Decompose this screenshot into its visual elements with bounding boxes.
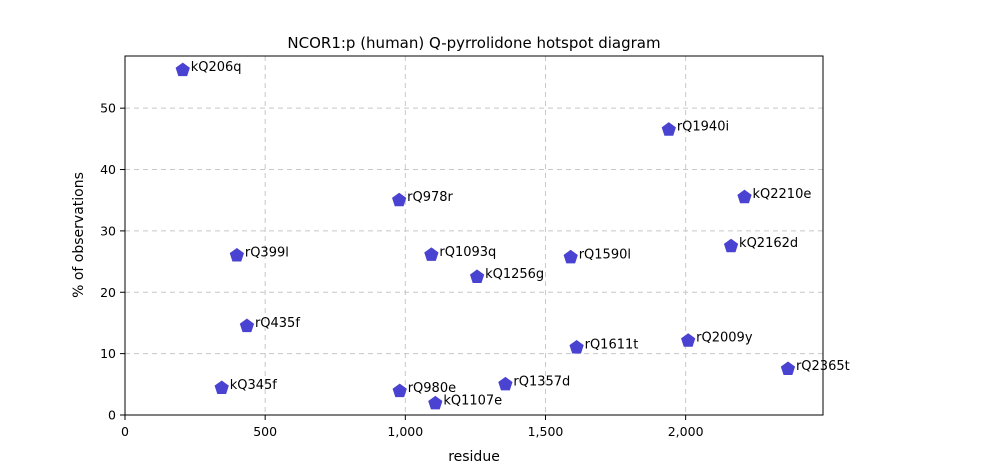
data-point [175, 62, 190, 77]
ticks-layer: 0 500 1,000 1,500 2,000 0 10 20 30 40 50 [100, 101, 703, 439]
data-point [569, 340, 584, 354]
x-tick-label: 2,000 [668, 424, 704, 439]
point-label: rQ435f [255, 316, 300, 331]
data-point [737, 189, 752, 204]
y-tick-label: 0 [108, 408, 116, 423]
x-tick-label: 0 [121, 424, 129, 439]
x-tick-label: 1,500 [528, 424, 564, 439]
x-tick-label: 500 [253, 424, 277, 439]
data-point [214, 380, 229, 395]
y-tick-label: 10 [100, 346, 116, 361]
point-label: kQ206q [191, 60, 242, 75]
point-label: rQ1940i [677, 120, 729, 135]
point-label: kQ2162d [739, 236, 798, 251]
x-tick-label: 1,000 [387, 424, 423, 439]
y-axis-label: % of observations [71, 172, 87, 298]
data-point [469, 269, 485, 283]
data-point [428, 395, 443, 410]
chart-title: NCOR1:p (human) Q-pyrrolidone hotspot di… [287, 34, 660, 52]
points-layer [175, 62, 796, 410]
point-label: kQ1256g [485, 267, 544, 282]
y-tick-label: 50 [100, 101, 116, 116]
data-point [563, 249, 578, 264]
point-label: rQ1611t [585, 337, 639, 352]
grid-layer [125, 56, 823, 415]
point-label: kQ2210e [753, 187, 812, 202]
plot-frame [124, 55, 824, 416]
data-point [229, 247, 244, 262]
point-label: rQ399l [245, 245, 289, 260]
x-axis-label: residue [448, 449, 500, 465]
point-label: rQ2009y [696, 331, 753, 346]
y-tick-label: 40 [100, 162, 116, 177]
point-labels-layer: kQ206q rQ1940i kQ2210e rQ978r kQ2162d rQ1093q… [191, 60, 850, 408]
point-label: kQ1107e [443, 393, 502, 408]
data-point [498, 376, 513, 391]
data-point [392, 383, 407, 398]
point-label: rQ1093q [439, 245, 496, 260]
data-point [661, 122, 676, 136]
point-label: rQ1357d [513, 374, 570, 389]
point-label: rQ1590l [579, 247, 631, 262]
data-point [780, 361, 796, 376]
point-label: kQ345f [230, 378, 278, 393]
point-label: rQ980e [408, 381, 456, 396]
data-point [424, 247, 439, 261]
y-tick-label: 30 [100, 223, 116, 238]
data-point [723, 238, 739, 253]
point-label: rQ978r [407, 190, 453, 205]
data-point [392, 192, 407, 207]
point-label: rQ2365t [796, 359, 850, 374]
data-point [681, 333, 696, 347]
y-tick-label: 20 [100, 285, 116, 300]
data-point [239, 318, 255, 333]
